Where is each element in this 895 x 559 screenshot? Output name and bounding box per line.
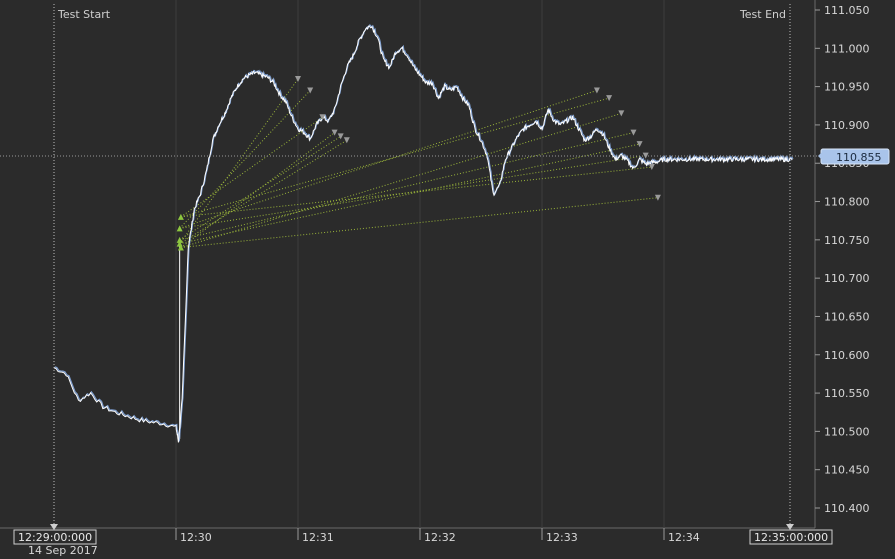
trade-line <box>180 197 658 249</box>
price-tick-label: 110.750 <box>824 234 870 247</box>
exit-marker <box>307 87 314 94</box>
time-tick-label: 12:30 <box>180 531 212 544</box>
time-axis: 12:30 12:31 12:32 12:33 12:34 <box>175 528 700 544</box>
price-tick-label: 110.650 <box>824 310 870 323</box>
current-price-tag: 110.855 <box>818 148 890 165</box>
price-tick-label: 110.450 <box>824 464 870 477</box>
trade-line <box>179 78 299 244</box>
price-tick-label: 111.050 <box>824 4 870 17</box>
plot-background <box>0 0 815 528</box>
trade-line <box>179 143 640 245</box>
trade-markers <box>176 75 661 251</box>
trade-line <box>179 89 598 229</box>
price-tick-label: 110.550 <box>824 387 870 400</box>
price-tick-label: 110.600 <box>824 349 870 362</box>
exit-marker <box>593 87 600 94</box>
exit-marker <box>654 194 661 201</box>
exit-marker <box>648 164 655 171</box>
exit-marker <box>630 129 637 136</box>
trade-line <box>179 155 646 229</box>
entry-marker <box>177 213 184 220</box>
price-axis-background <box>815 0 895 528</box>
trade-line <box>180 132 335 248</box>
trade-line <box>180 97 610 218</box>
trade-line <box>180 166 652 218</box>
test-markers: Test Start Test End <box>53 4 791 528</box>
exit-marker <box>636 141 643 148</box>
price-tick-label: 110.700 <box>824 272 870 285</box>
exit-marker <box>618 110 625 117</box>
test-start-time-box: 12:29:00:000 <box>13 524 97 545</box>
price-tick-label: 111.000 <box>824 42 870 55</box>
current-price-label: 110.855 <box>836 151 882 164</box>
test-end-label: Test End <box>739 8 786 21</box>
time-tick-label: 12:32 <box>424 531 456 544</box>
entry-marker <box>176 225 183 232</box>
trade-lines <box>179 78 658 440</box>
price-tick-label: 110.400 <box>824 502 870 515</box>
time-tick-label: 12:34 <box>668 531 700 544</box>
price-tick-label: 110.950 <box>824 81 870 94</box>
test-start-label: Test Start <box>57 8 111 21</box>
exit-marker <box>319 114 326 121</box>
time-tick-label: 12:33 <box>546 531 578 544</box>
test-start-time-label: 12:29:00:000 <box>18 531 92 544</box>
exit-marker <box>331 129 338 136</box>
trade-line <box>179 135 341 241</box>
time-axis-background <box>0 528 895 559</box>
test-end-time-box: 12:35:00:000 <box>749 524 833 545</box>
entry-marker <box>177 244 184 251</box>
exit-marker <box>295 75 301 82</box>
date-label: 14 Sep 2017 <box>28 544 98 557</box>
test-end-time-label: 12:35:00:000 <box>754 531 828 544</box>
price-tick-label: 110.500 <box>824 425 870 438</box>
entry-marker <box>176 236 183 243</box>
trade-line <box>180 116 323 218</box>
exit-marker <box>343 137 350 144</box>
grid-lines <box>175 0 665 528</box>
price-axis: 111.050111.000110.950110.900110.850110.8… <box>815 4 870 515</box>
price-line <box>53 25 793 443</box>
price-tick-label: 110.800 <box>824 196 870 209</box>
exit-marker <box>606 95 613 102</box>
price-tick-label: 110.900 <box>824 119 870 132</box>
exit-marker <box>337 133 344 140</box>
time-tick-label: 12:31 <box>302 531 334 544</box>
